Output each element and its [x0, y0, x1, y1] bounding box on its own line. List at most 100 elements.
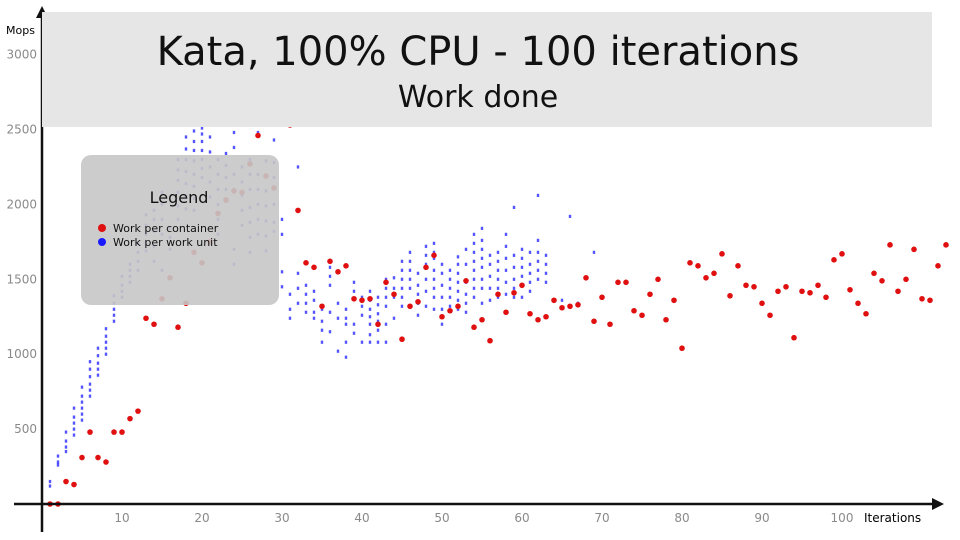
point-work-per-work-unit [536, 238, 540, 242]
point-work-per-work-unit [536, 193, 540, 198]
point-work-per-work-unit [352, 331, 356, 335]
point-work-per-work-unit [488, 298, 492, 302]
point-work-per-work-unit [200, 132, 204, 136]
point-work-per-work-unit [352, 322, 356, 326]
point-work-per-work-unit [472, 295, 476, 299]
point-work-per-container [87, 429, 93, 435]
point-work-per-work-unit [336, 349, 340, 353]
y-tick-label: 3000 [6, 48, 37, 62]
point-work-per-work-unit [520, 256, 524, 260]
point-work-per-work-unit [384, 286, 388, 290]
point-work-per-container [151, 321, 157, 328]
point-work-per-work-unit [432, 307, 436, 311]
point-work-per-work-unit [480, 256, 484, 260]
point-work-per-container [727, 292, 733, 299]
point-work-per-work-unit [296, 165, 300, 169]
point-work-per-work-unit [368, 340, 372, 344]
point-work-per-container [439, 313, 445, 320]
point-work-per-work-unit [496, 277, 500, 281]
chart-subtitle: Work done [398, 80, 558, 115]
legend-label-work-per-work-unit: Work per work unit [113, 236, 218, 249]
point-work-per-work-unit [432, 295, 436, 299]
point-work-per-container [311, 264, 317, 271]
point-work-per-work-unit [376, 340, 380, 344]
point-work-per-work-unit [384, 304, 388, 308]
point-work-per-container [847, 286, 853, 293]
point-work-per-work-unit [368, 315, 372, 319]
point-work-per-container [767, 312, 773, 319]
point-work-per-work-unit [96, 373, 100, 377]
y-ticks: 500 1000 1500 2000 2500 3000 [6, 48, 37, 437]
point-work-per-work-unit [80, 394, 84, 398]
point-work-per-container [487, 337, 493, 344]
point-work-per-work-unit [536, 259, 540, 263]
point-work-per-work-unit [360, 304, 364, 308]
point-work-per-work-unit [472, 259, 476, 263]
point-work-per-container [119, 429, 125, 435]
point-work-per-container [463, 277, 469, 284]
point-work-per-container [527, 310, 533, 317]
point-work-per-work-unit [344, 322, 348, 326]
point-work-per-work-unit [384, 340, 388, 344]
point-work-per-work-unit [536, 277, 540, 281]
point-work-per-work-unit [520, 247, 524, 251]
point-work-per-container [399, 336, 405, 343]
point-work-per-container [63, 478, 69, 485]
point-work-per-work-unit [496, 250, 500, 254]
point-work-per-work-unit [472, 268, 476, 272]
point-work-per-container [471, 324, 477, 331]
point-work-per-container [775, 288, 781, 295]
point-work-per-work-unit [280, 232, 284, 236]
point-work-per-work-unit [104, 346, 108, 350]
point-work-per-work-unit [392, 286, 396, 290]
point-work-per-container [111, 429, 117, 435]
point-work-per-work-unit [56, 463, 60, 467]
point-work-per-work-unit [336, 301, 340, 305]
point-work-per-work-unit [360, 313, 364, 317]
point-work-per-work-unit [416, 313, 420, 317]
point-work-per-work-unit [432, 268, 436, 272]
title-background [42, 12, 932, 127]
y-axis-title: Mops [6, 24, 35, 37]
point-work-per-work-unit [64, 430, 68, 434]
point-work-per-container [911, 246, 917, 253]
point-work-per-work-unit [424, 262, 428, 266]
point-work-per-work-unit [432, 250, 436, 254]
point-work-per-work-unit [80, 412, 84, 416]
point-work-per-work-unit [400, 259, 404, 263]
point-work-per-work-unit [384, 295, 388, 299]
point-work-per-container [671, 297, 677, 304]
point-work-per-work-unit [112, 307, 116, 311]
point-work-per-work-unit [528, 271, 532, 275]
point-work-per-work-unit [352, 289, 356, 293]
point-work-per-work-unit [448, 295, 452, 299]
point-work-per-work-unit [304, 301, 308, 305]
point-work-per-work-unit [440, 262, 444, 266]
point-work-per-work-unit [104, 340, 108, 344]
point-work-per-work-unit [64, 445, 68, 449]
point-work-per-work-unit [544, 271, 548, 275]
point-work-per-container [359, 297, 365, 304]
point-work-per-work-unit [472, 286, 476, 290]
point-work-per-work-unit [88, 388, 92, 392]
point-work-per-work-unit [440, 283, 444, 287]
legend-label-work-per-container: Work per container [113, 222, 219, 235]
point-work-per-work-unit [296, 271, 300, 275]
legend-marker-work-per-container [98, 224, 106, 232]
point-work-per-container [583, 275, 589, 281]
legend-title: Legend [150, 188, 209, 207]
point-work-per-container [879, 277, 885, 284]
point-work-per-work-unit [448, 304, 452, 308]
point-work-per-container [415, 298, 421, 305]
point-work-per-work-unit [64, 439, 68, 443]
point-work-per-work-unit [464, 301, 468, 305]
x-tick-label: 100 [831, 511, 854, 525]
point-work-per-container [751, 283, 757, 290]
point-work-per-work-unit [312, 316, 316, 320]
point-work-per-work-unit [328, 283, 332, 287]
point-work-per-container [871, 270, 877, 277]
point-work-per-work-unit [280, 285, 284, 289]
point-work-per-work-unit [88, 367, 92, 371]
point-work-per-container [743, 282, 749, 289]
point-work-per-container [839, 251, 845, 257]
